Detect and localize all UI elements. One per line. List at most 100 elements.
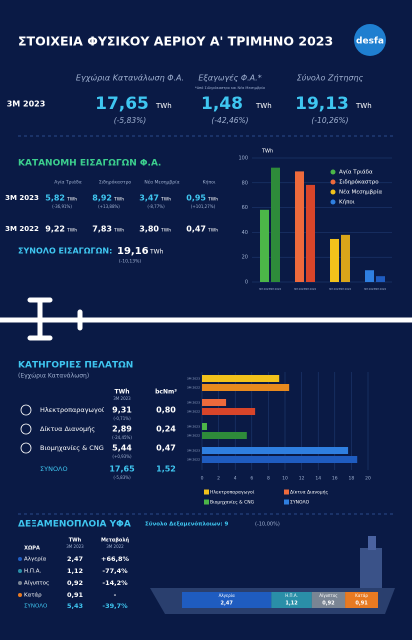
cell-unit: TWh [160,197,171,203]
bar [365,270,374,282]
column-header: Κήποι [203,179,216,186]
cell-change: (-8,77%) [147,204,165,209]
bar [330,238,339,282]
y-tick-label: 3M 2022 [187,458,200,462]
bar [306,184,315,282]
cell-value: 3,47 [139,194,159,203]
row-twh: 2,47 [67,555,83,563]
x-tick-label: 16 [332,476,338,482]
section-subtitle: Σύνολο Δεξαμενόπλοιων: 9 [145,521,229,528]
row-name: ΣΥΝΟΛΟ [40,465,68,473]
x-tick-label: 3M 2022 [340,287,352,291]
row-bcm: 1,52 [156,465,176,474]
cell-unit: TWh [207,228,218,234]
row-twh: 9,31 [112,406,132,415]
bar [271,592,312,608]
column-header: TWh [115,389,130,396]
x-tick-label: 3M 2023 [364,287,376,291]
section-title: ΔΕΞΑΜΕΝΟΠΛΟΙΑ ΥΦΑ [18,520,131,530]
legend-label: Αγία Τριάδα [339,169,373,176]
cell-change: (-36,91%) [52,204,72,209]
row-change: -77,4% [102,567,128,575]
kpi-label: Σύνολο Ζήτησης [297,74,364,83]
kpi-change: (-5,83%) [114,116,146,125]
cell-unit: TWh [160,228,171,234]
x-tick-label: 3M 2022 [270,287,282,291]
bar-value: 2,47 [220,601,233,607]
y-tick-label: 3M 2023 [187,401,200,405]
pipe-decoration [0,297,412,341]
kpi-period: 3M 2023 [7,100,46,109]
kpi-label: Εξαγωγές Φ.Α.* [198,73,261,83]
x-tick-label: 3M 2022 [305,287,317,291]
row-country: Αίγυπτος [24,580,49,587]
row-label: 3M 2022 [5,225,39,233]
kpi-value: 19,13 [295,94,349,114]
y-tick-label: 100 [238,156,248,162]
column-header: Αγία Τριάδα [54,179,82,186]
row-country: ΣΥΝΟΛΟ [24,604,48,610]
row-change: +66,8% [101,555,129,563]
axis-label: TWh [261,149,273,155]
y-tick-label: 3M 2022 [187,410,200,414]
logo: desfa [356,37,384,47]
legend-swatch [204,499,209,505]
column-period: 3M 2023 [66,544,84,549]
legend-label: Δίκτυα Διανομής [290,489,329,496]
bar [202,399,227,406]
legend-label: Βιομηχανίες & CNG [210,499,255,506]
column-header: Μεταβολή [101,537,130,544]
x-tick-label: 10 [282,476,288,482]
row-bcm: 0,47 [156,444,176,453]
kpi-unit: TWh [255,102,272,110]
kpi-value: 17,65 [95,94,149,114]
kpi-unit: TWh [355,102,372,110]
kpi-label: Εγχώρια Κατανάλωση Φ.Α. [76,73,184,83]
bar-value: 0,92 [322,601,335,607]
row-twh: 0,91 [67,591,84,599]
legend-swatch [204,489,209,495]
kpi-change: (-10,26%) [311,116,348,125]
row-name: Δίκτυα Διανομής [40,425,95,433]
bar-label: Αίγυπτος [319,593,337,598]
row-dot [18,581,22,585]
column-header: Σιδηρόκαστρο [99,179,132,186]
column-header: TWh [69,538,82,544]
cell-value: 3,80 [139,225,159,234]
y-tick-label: 3M 2023 [187,425,200,429]
row-change: (+0,93%) [112,454,132,459]
y-tick-label: 3M 2022 [187,434,200,438]
y-tick-label: 3M 2023 [187,449,200,453]
row-icon [20,404,32,416]
row-dot [18,557,22,561]
bar [376,276,385,282]
legend-swatch [330,189,336,195]
bar-value: 0,91 [355,601,368,607]
cell-unit: TWh [66,228,77,234]
column-header: Νέα Μεσημβρία [144,179,179,186]
ship-funnel [368,536,376,550]
y-tick-label: 40 [242,230,248,236]
legend-label: Νέα Μεσημβρία [339,189,383,196]
bar [202,384,290,391]
y-tick-label: 3M 2023 [187,377,200,381]
row-dot [18,569,22,573]
ship-bridge [360,548,382,588]
total-unit: TWh [149,249,164,256]
row-name: Βιομηχανίες & CNG [40,444,104,452]
kpi-unit: TWh [155,102,172,110]
total-value: 19,16 [117,246,149,257]
row-label: 3M 2023 [5,194,39,202]
legend-label: Σιδηρόκαστρο [339,179,379,186]
cell-unit: TWh [113,228,124,234]
cell-value: 8,92 [92,194,112,203]
row-twh: 0,92 [67,579,83,587]
row-country: Η.Π.Α. [24,569,42,575]
section-title: ΚΑΤΑΝΟΜΗ ΕΙΣΑΓΩΓΩΝ Φ.Α. [18,159,161,169]
x-tick-label: 12 [299,476,305,482]
row-name: Ηλεκτροπαραγωγοί [40,406,105,414]
legend-label: Κήποι [339,199,355,206]
section-subtitle-change: (-10,00%) [255,522,280,528]
bar [202,447,349,454]
legend-swatch [330,169,336,175]
